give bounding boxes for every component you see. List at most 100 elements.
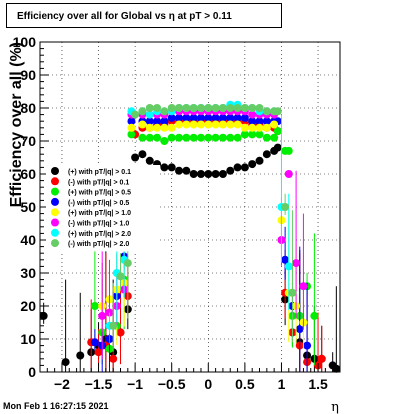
data-point xyxy=(211,170,220,178)
data-point xyxy=(204,120,213,129)
y-tick-label: 10 xyxy=(20,331,36,347)
y-tick-label: 50 xyxy=(20,199,36,215)
data-point xyxy=(240,104,249,112)
data-point xyxy=(61,358,70,367)
data-point xyxy=(189,133,198,142)
data-point xyxy=(270,133,279,142)
data-point xyxy=(153,104,162,112)
data-point xyxy=(123,259,132,268)
legend-marker xyxy=(51,208,59,217)
y-tick-label: 100 xyxy=(13,34,37,50)
data-point xyxy=(189,170,198,178)
data-point xyxy=(153,133,162,142)
data-point xyxy=(218,104,227,112)
data-point xyxy=(211,104,220,112)
data-point xyxy=(175,120,184,129)
data-point xyxy=(273,107,282,116)
x-tick-label: 1 xyxy=(278,376,286,392)
legend-box xyxy=(46,165,160,252)
data-point xyxy=(127,130,136,139)
x-tick-label: 0.5 xyxy=(235,376,255,392)
data-point xyxy=(76,351,85,360)
y-axis-label: Efficiency over all (%) xyxy=(8,42,25,207)
data-point xyxy=(116,328,125,337)
legend-entry: (+) with pT/|q| > 0.1 xyxy=(68,169,131,176)
data-point xyxy=(90,338,99,347)
data-point xyxy=(145,156,154,165)
y-tick-label: 40 xyxy=(20,232,36,248)
data-point xyxy=(226,120,235,129)
data-point xyxy=(94,348,103,357)
data-point xyxy=(127,123,136,132)
data-point xyxy=(211,113,220,122)
data-point xyxy=(248,130,257,139)
data-point xyxy=(233,133,242,142)
data-point xyxy=(262,107,271,116)
data-point xyxy=(240,123,249,132)
y-tick-label: 60 xyxy=(20,166,36,182)
data-point xyxy=(98,311,107,320)
data-point xyxy=(127,117,136,126)
legend-entry: (+) with pT/|q| > 0.5 xyxy=(68,190,131,197)
data-point xyxy=(167,113,176,122)
data-point xyxy=(109,354,118,363)
y-tick-label: 90 xyxy=(20,67,36,83)
data-point xyxy=(211,120,220,129)
data-point xyxy=(153,123,162,132)
data-point xyxy=(255,156,264,165)
y-tick-label: 20 xyxy=(20,298,36,314)
data-point xyxy=(153,117,162,126)
data-point xyxy=(248,160,257,169)
legend: (+) with pT/|q| > 0.1 (-) with pT/|q| > 0… xyxy=(46,165,160,252)
data-point xyxy=(167,133,176,142)
data-point xyxy=(182,133,191,142)
data-point xyxy=(160,163,169,172)
data-point xyxy=(248,110,257,119)
data-point xyxy=(248,104,257,112)
data-point xyxy=(131,110,140,119)
data-point xyxy=(138,150,147,159)
data-point xyxy=(233,113,242,122)
data-point xyxy=(182,104,191,112)
x-tick-label: 1.5 xyxy=(308,376,328,392)
data-point xyxy=(284,146,293,155)
data-point xyxy=(226,104,235,112)
data-point xyxy=(273,127,282,136)
data-point xyxy=(160,107,169,116)
data-point xyxy=(281,203,290,211)
data-point xyxy=(255,123,264,132)
y-tick-label: 0 xyxy=(28,364,36,380)
data-point xyxy=(299,282,308,291)
data-point xyxy=(138,107,147,116)
y-tick-label: 30 xyxy=(20,265,36,281)
data-points xyxy=(39,100,341,373)
data-point xyxy=(182,166,191,175)
legend-marker xyxy=(51,228,59,237)
data-point xyxy=(226,133,235,142)
data-point xyxy=(131,153,140,162)
data-point xyxy=(196,170,205,178)
data-point xyxy=(262,133,271,142)
data-point xyxy=(317,354,326,363)
data-point xyxy=(310,311,319,320)
data-point xyxy=(204,104,213,112)
data-point xyxy=(160,137,169,145)
data-point xyxy=(240,130,249,139)
data-point xyxy=(233,120,242,129)
data-point xyxy=(218,120,227,129)
x-tick-label: −1.5 xyxy=(85,376,113,392)
data-point xyxy=(233,163,242,172)
data-point xyxy=(204,113,213,122)
x-tick-label: −0.5 xyxy=(158,376,186,392)
x-tick-label: −2 xyxy=(54,376,70,392)
data-point xyxy=(189,113,198,122)
legend-marker xyxy=(51,239,59,248)
data-point xyxy=(175,113,184,122)
legend-marker xyxy=(51,197,59,206)
data-point xyxy=(255,104,264,112)
legend-entry: (-) with pT/|q| > 0.1 xyxy=(68,179,129,186)
data-point xyxy=(109,321,118,330)
data-point xyxy=(175,104,184,112)
legend-entry: (-) with pT/|q| > 2.0 xyxy=(68,241,129,248)
x-tick-label: 0 xyxy=(204,376,212,392)
